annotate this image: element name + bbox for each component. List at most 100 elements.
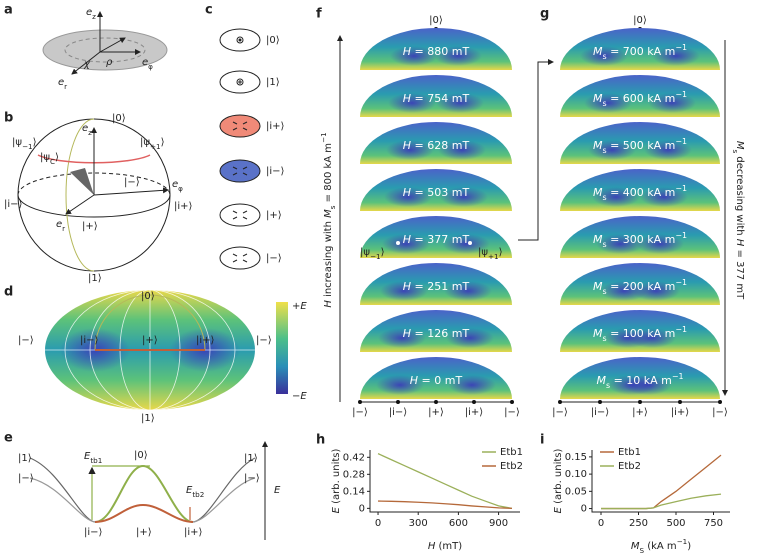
psi-label-part: +1 (488, 252, 499, 261)
label-part: r (64, 82, 67, 91)
label: Etb1 (84, 451, 102, 465)
label-part: e (56, 219, 62, 230)
label: |0⟩ (112, 113, 126, 124)
field-label: H = 377 mT (403, 233, 470, 246)
label: |−⟩ (18, 473, 34, 484)
panel-label: d (4, 285, 13, 300)
field-label-part: = 126 mT (411, 327, 469, 340)
field-label: Ms = 600 kA m−1 (593, 90, 687, 108)
field-label: Ms = 200 kA m−1 (593, 278, 687, 296)
dome-minimum (436, 93, 484, 113)
label-part: φ (148, 62, 153, 71)
state-dot (638, 400, 642, 404)
field-label-part: s (602, 146, 606, 155)
legend-label: Etb2 (618, 461, 641, 472)
x-tick-label: 0 (375, 518, 381, 529)
label: |i−⟩ (4, 199, 23, 210)
axis-label-part: −1 (319, 132, 328, 143)
series-line (378, 500, 512, 510)
y-axis-label: E (arb. units) (331, 448, 342, 513)
field-label-part: −1 (675, 43, 687, 52)
state-label: |+⟩ (632, 407, 648, 418)
state-label: |−⟩ (712, 407, 728, 418)
field-label-part: H (403, 327, 411, 340)
panel-label: i (540, 433, 544, 448)
colorbar (276, 302, 288, 394)
label: |ψ+1⟩ (140, 137, 165, 151)
dome-minimum (644, 140, 692, 160)
label: |0⟩ (141, 291, 155, 302)
field-label-part: = 700 kA m (607, 45, 676, 58)
state-dot (558, 400, 562, 404)
label: |i+⟩ (196, 335, 215, 346)
axes-b (65, 127, 169, 215)
series-line (377, 453, 513, 509)
label: |ψC⟩ (40, 152, 59, 166)
flow (64, 37, 146, 63)
field-label-part: s (606, 381, 610, 390)
state-dot (434, 400, 438, 404)
dome-minimum (580, 46, 628, 66)
field-label-part: H (403, 92, 411, 105)
energy-curves (29, 457, 256, 523)
dome-minimum (624, 375, 672, 395)
field-label-part: = 377 mT (411, 233, 469, 246)
field-label-part: = 600 kA m (607, 92, 676, 105)
label: |−⟩ (256, 335, 272, 346)
dome-minimum (584, 93, 632, 113)
dome-minimum (386, 140, 434, 160)
meridian (65, 118, 95, 272)
label: |i+⟩ (174, 201, 193, 212)
state-dot (510, 400, 514, 404)
dome-minimum (448, 375, 496, 395)
field-label-part: M (593, 45, 603, 58)
label-part: z (88, 128, 92, 137)
label: er (58, 77, 67, 91)
panel-label: c (205, 3, 213, 18)
field-label-part: −1 (675, 278, 687, 287)
state-dot (678, 400, 682, 404)
x-axis-label-part: ) (687, 541, 691, 552)
field-label-part: −1 (675, 325, 687, 334)
label: eφ (142, 57, 153, 71)
field-label-part: s (602, 99, 606, 108)
state-label: |i+⟩ (266, 121, 285, 132)
y-tick-label: 0.05 (565, 486, 587, 497)
state-label: |−⟩ (504, 407, 520, 418)
disk (42, 29, 168, 71)
colorbar-label: +E (292, 301, 307, 312)
axis-label-part: s (328, 205, 337, 209)
colorbar-label-part: E (300, 301, 307, 312)
field-label-part: s (602, 334, 606, 343)
state-icons (219, 28, 261, 270)
colorbar-label-part: + (292, 301, 300, 312)
dome-minimum (382, 234, 430, 254)
panel-label: b (4, 111, 13, 126)
label: |ψ−1⟩ (12, 137, 37, 151)
axis-frame (591, 450, 730, 513)
axis-label-part: H (734, 239, 745, 247)
dome-minimum (652, 46, 700, 66)
y-axis-label: E (arb. units) (553, 448, 564, 513)
equator-front (17, 194, 171, 218)
x-tick-label: 750 (704, 518, 723, 529)
field-label-part: = 300 kA m (607, 233, 676, 246)
field-label-part: = 500 kA m (607, 139, 676, 152)
colorbar-label-part: E (300, 391, 307, 402)
field-label: H = 503 mT (403, 186, 470, 199)
dome-minimum (444, 281, 492, 301)
state-dot (396, 400, 400, 404)
label: |1⟩ (141, 413, 155, 424)
field-label-part: = 200 kA m (607, 280, 676, 293)
field-label-part: −1 (675, 184, 687, 193)
label-part: e (82, 123, 88, 134)
state-label: |i−⟩ (389, 407, 408, 418)
field-label-part: M (593, 186, 603, 199)
state-label: |−⟩ (266, 253, 282, 264)
state-label: |1⟩ (266, 77, 280, 88)
dome-minimum (434, 46, 482, 66)
state-label: |−⟩ (352, 407, 368, 418)
label: |+⟩ (142, 335, 158, 346)
path-tb1 (94, 294, 206, 351)
field-label-part: M (593, 280, 603, 293)
